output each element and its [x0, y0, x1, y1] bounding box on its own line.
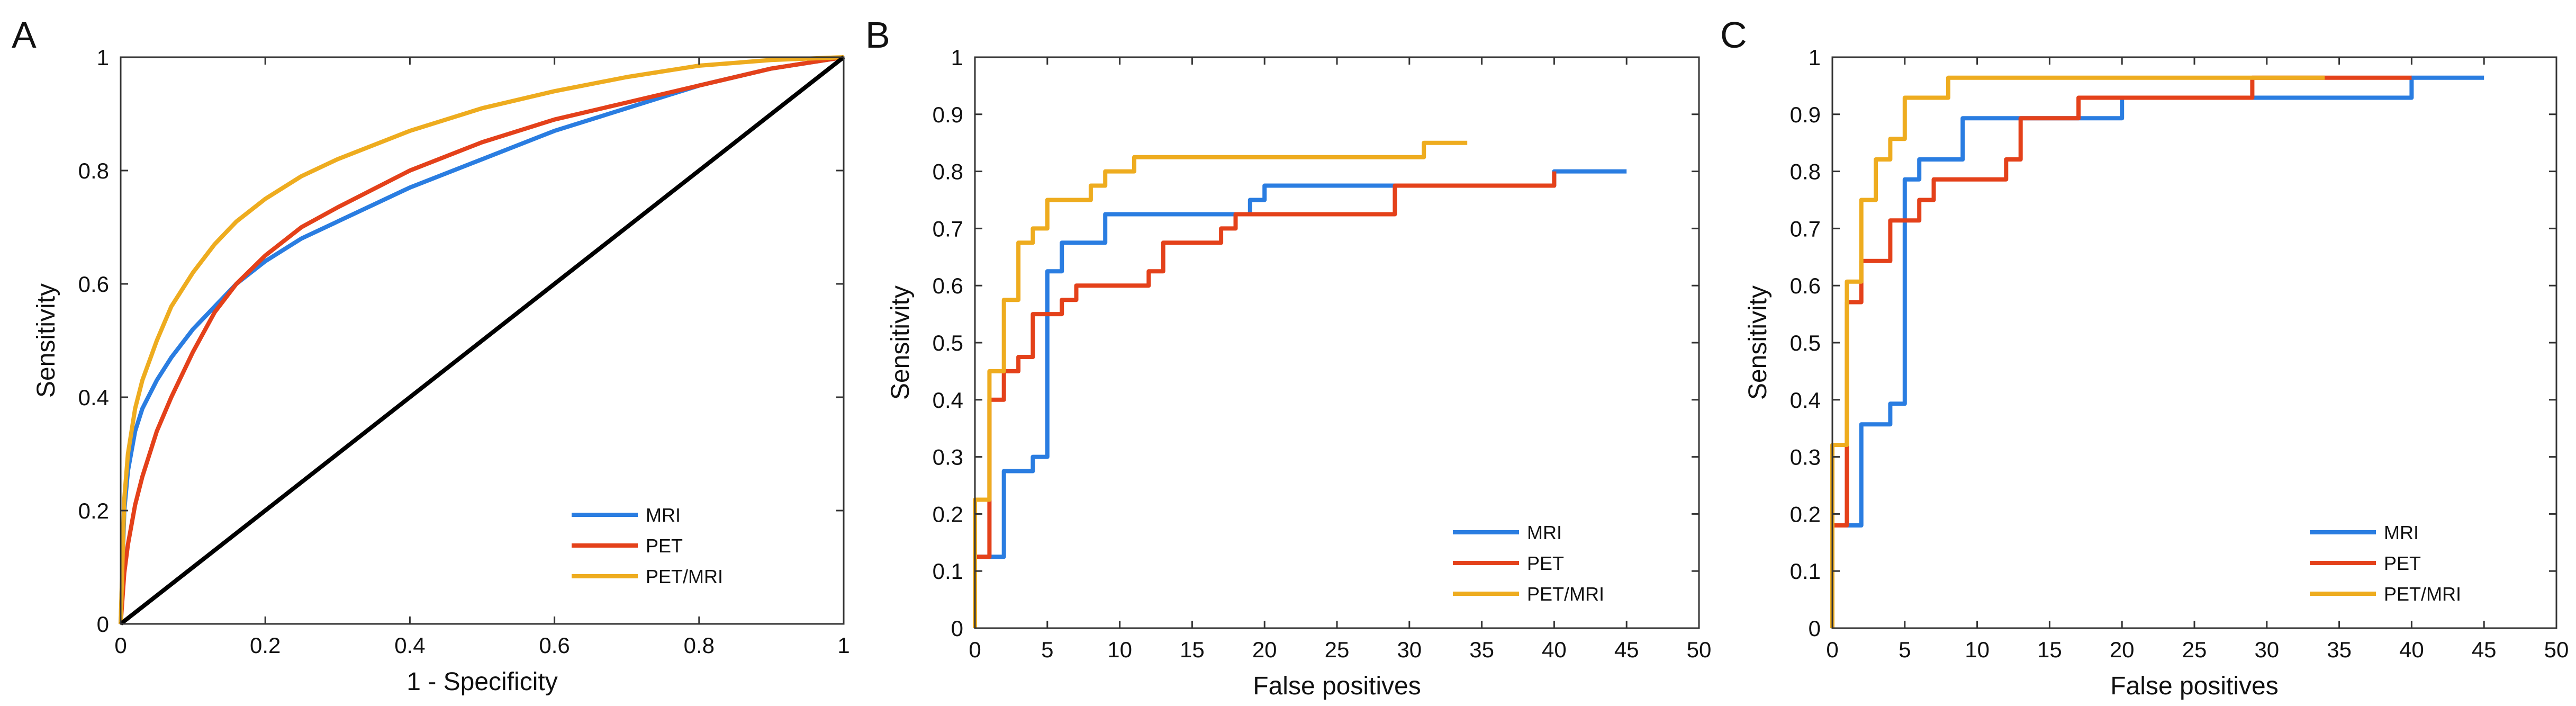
curves-group [1830, 75, 2484, 628]
ticks-group: 0 0.2 0.4 0.6 0.8 1 0 0.2 0.4 0.6 0.8 1 [78, 45, 850, 658]
x-tick-label: 40 [2399, 637, 2424, 662]
y-tick-label: 0.1 [1790, 559, 1821, 584]
y-tick-label: 0 [1809, 616, 1821, 641]
series-line-pet-mri [973, 140, 1468, 628]
y-tick-label: 0.3 [1790, 445, 1821, 470]
legend-label: MRI [2384, 522, 2419, 543]
panel-b: B 0 5 10 15 20 25 30 35 40 45 50 0 0.1 0.2 0.3 0.4 0.5 0.… [865, 14, 1711, 700]
legend-label: PET/MRI [646, 566, 723, 587]
x-axis-label: 1 - Specificity [406, 668, 557, 696]
x-tick-label: 1 [837, 633, 849, 658]
x-tick-label: 15 [2037, 637, 2062, 662]
legend-label: PET [1527, 552, 1564, 574]
y-tick-label: 0.5 [1790, 330, 1821, 355]
y-tick-label: 0.2 [933, 502, 963, 526]
panel-letter: A [12, 14, 37, 56]
y-axis-label: Sensitivity [887, 285, 915, 400]
y-tick-label: 0.8 [933, 159, 963, 184]
x-tick-label: 30 [1397, 637, 1422, 662]
x-tick-label: 30 [2254, 637, 2279, 662]
legend: MRI PET PET/MRI [2310, 522, 2461, 605]
series-line-mri [973, 169, 1627, 628]
x-axis-label: False positives [2110, 672, 2278, 700]
plot-frame [974, 56, 1700, 629]
ticks-group: 0 5 10 15 20 25 30 35 40 45 50 0 0.1 0.2 0.3 0.4 0.5 0.6 0… [1790, 45, 2569, 662]
x-tick-label: 40 [1542, 637, 1567, 662]
ticks-group: 0 5 10 15 20 25 30 35 40 45 50 0 0.1 0.2 0.3 0.4 0.5 0.6 0… [933, 45, 1712, 662]
y-tick-label: 0 [97, 612, 109, 637]
y-tick-label: 0.8 [78, 158, 109, 183]
legend: MRI PET PET/MRI [572, 504, 723, 587]
panel-a: A 0 0.2 0.4 0.6 0.8 1 0 0.2 0.4 0.6 0.8 1 1 - Speci… [12, 14, 850, 696]
series-line-chance [119, 55, 845, 626]
y-tick-label: 0.3 [933, 445, 963, 470]
y-tick-label: 1 [951, 45, 963, 70]
panel-letter: C [1720, 14, 1747, 56]
y-axis-label: Sensitivity [32, 283, 60, 398]
x-tick-label: 25 [1325, 637, 1350, 662]
x-tick-label: 15 [1180, 637, 1205, 662]
legend-label: PET [2384, 552, 2421, 574]
legend-label: MRI [646, 504, 681, 526]
y-tick-label: 0.4 [78, 385, 109, 410]
legend-label: PET [646, 535, 683, 557]
y-axis-label: Sensitivity [1744, 285, 1772, 400]
y-tick-label: 0.6 [1790, 273, 1821, 298]
x-tick-label: 25 [2182, 637, 2207, 662]
x-tick-label: 35 [1469, 637, 1494, 662]
panel-letter: B [865, 14, 890, 56]
x-tick-label: 0.6 [539, 633, 570, 658]
series-line-pet-mri [1830, 75, 2325, 628]
y-tick-label: 0.2 [78, 498, 109, 523]
panel-c: C 0 5 10 15 20 25 30 35 40 45 50 0 0.1 0.2 0.3 0.4 0.5 0.… [1720, 14, 2569, 700]
y-tick-label: 0.9 [933, 102, 963, 127]
x-tick-label: 35 [2327, 637, 2352, 662]
y-tick-label: 1 [1809, 45, 1821, 70]
y-tick-label: 0.8 [1790, 159, 1821, 184]
y-tick-label: 0.2 [1790, 502, 1821, 526]
x-tick-label: 0.4 [394, 633, 425, 658]
y-tick-label: 0.4 [1790, 388, 1821, 413]
x-tick-label: 20 [1252, 637, 1277, 662]
series-line-pet [1830, 75, 2412, 628]
legend-label: PET/MRI [1527, 583, 1604, 605]
x-tick-label: 45 [2472, 637, 2497, 662]
series-line-pet-mri [119, 55, 844, 624]
y-tick-label: 0.1 [933, 559, 963, 584]
legend-label: PET/MRI [2384, 583, 2461, 605]
series-line-mri [1830, 75, 2484, 628]
y-tick-label: 0.5 [933, 330, 963, 355]
x-tick-label: 50 [2544, 637, 2569, 662]
x-tick-label: 45 [1614, 637, 1639, 662]
x-tick-label: 50 [1687, 637, 1712, 662]
x-tick-label: 10 [1965, 637, 1990, 662]
series-line-pet [119, 55, 844, 624]
legend: MRI PET PET/MRI [1453, 522, 1604, 605]
plot-frame [1831, 56, 2557, 629]
x-tick-label: 5 [1041, 637, 1053, 662]
plot-frame [120, 56, 845, 625]
y-tick-label: 0.6 [78, 272, 109, 297]
x-tick-label: 5 [1899, 637, 1911, 662]
y-tick-label: 0.9 [1790, 102, 1821, 127]
y-tick-label: 1 [97, 45, 109, 70]
y-tick-label: 0.7 [933, 216, 963, 241]
x-tick-label: 0.2 [250, 633, 281, 658]
x-tick-label: 0 [969, 637, 981, 662]
y-tick-label: 0.7 [1790, 216, 1821, 241]
y-tick-label: 0 [951, 616, 963, 641]
curves-group [973, 140, 1627, 628]
x-tick-label: 20 [2110, 637, 2135, 662]
legend-label: MRI [1527, 522, 1562, 543]
x-tick-label: 0.8 [684, 633, 715, 658]
y-tick-label: 0.4 [933, 388, 963, 413]
y-tick-label: 0.6 [933, 273, 963, 298]
series-line-pet [973, 171, 1557, 628]
x-tick-label: 10 [1107, 637, 1132, 662]
x-tick-label: 0 [1826, 637, 1838, 662]
x-tick-label: 0 [114, 633, 126, 658]
curves-group [119, 55, 845, 626]
x-axis-label: False positives [1253, 672, 1421, 700]
